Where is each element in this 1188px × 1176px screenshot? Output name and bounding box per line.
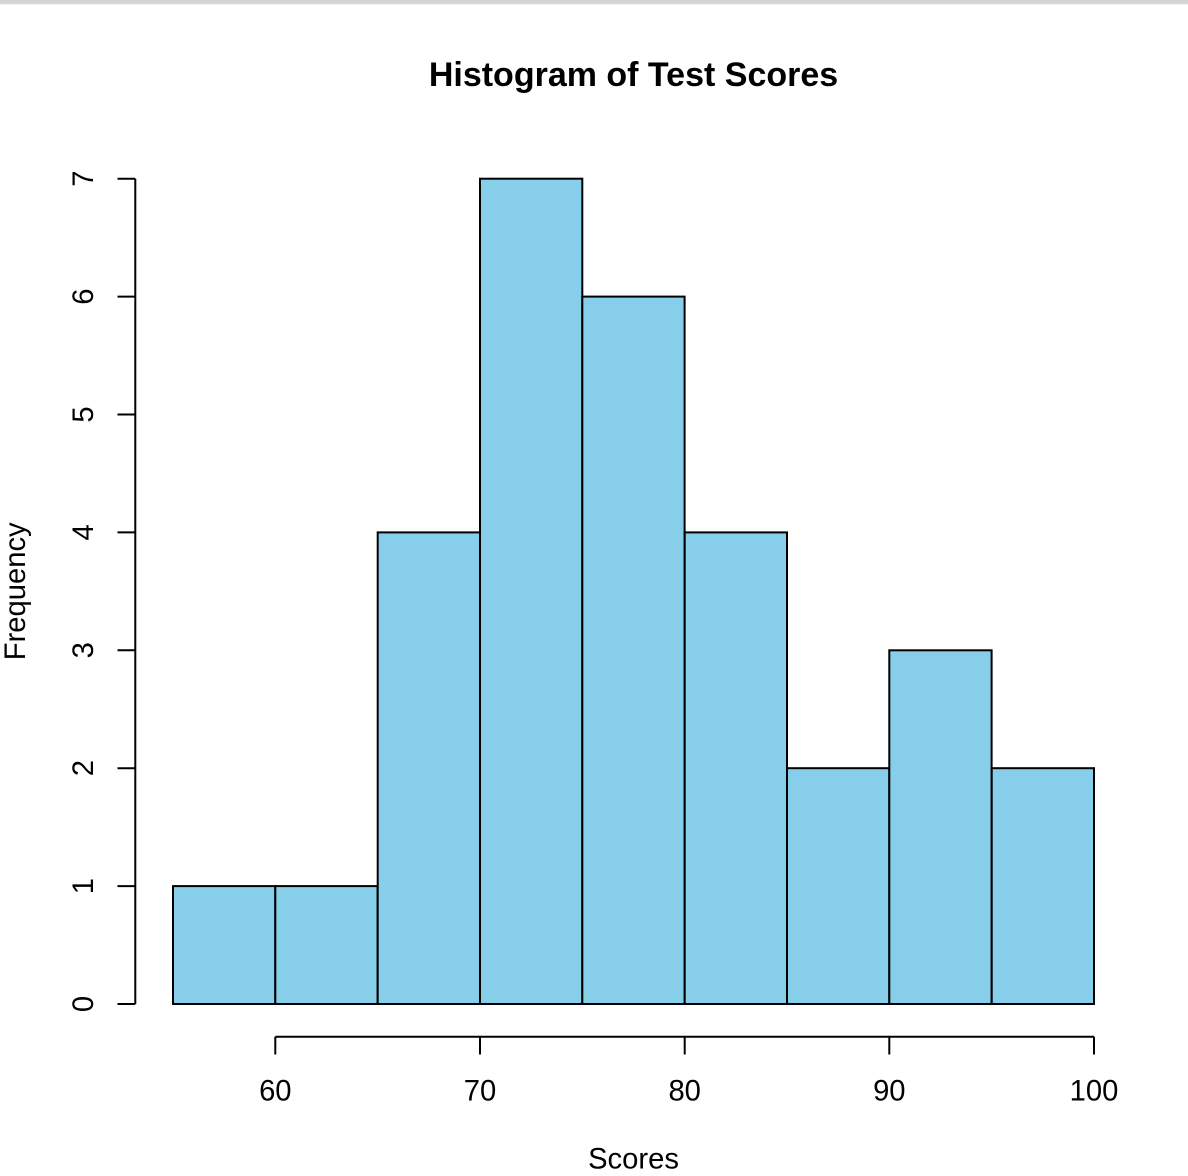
svg-text:2: 2: [68, 760, 100, 776]
svg-text:100: 100: [1070, 1075, 1119, 1107]
svg-text:5: 5: [68, 406, 100, 422]
svg-text:4: 4: [68, 524, 100, 540]
svg-text:3: 3: [68, 642, 100, 658]
svg-text:1: 1: [68, 878, 100, 894]
svg-text:Frequency: Frequency: [0, 522, 32, 660]
svg-text:7: 7: [68, 171, 100, 187]
svg-text:80: 80: [668, 1075, 700, 1107]
svg-text:0: 0: [68, 996, 100, 1012]
svg-text:90: 90: [873, 1075, 905, 1107]
svg-text:60: 60: [259, 1075, 291, 1107]
svg-text:6: 6: [68, 288, 100, 304]
svg-text:70: 70: [464, 1075, 496, 1107]
svg-text:Histogram of Test Scores: Histogram of Test Scores: [429, 56, 838, 94]
svg-text:Scores: Scores: [588, 1143, 679, 1175]
